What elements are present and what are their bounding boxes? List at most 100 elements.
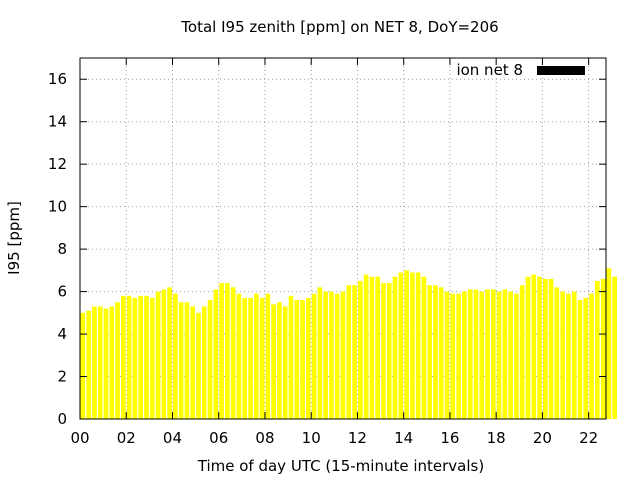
bar	[404, 270, 409, 419]
bar	[178, 302, 184, 419]
bar	[300, 300, 305, 419]
bar	[253, 293, 259, 419]
bar	[433, 285, 438, 419]
bar	[410, 272, 415, 419]
y-tick-label: 10	[48, 198, 67, 216]
bar	[92, 306, 97, 419]
bar	[230, 287, 236, 419]
bar	[612, 276, 617, 419]
bar	[271, 304, 276, 419]
y-tick-labels: 0 2 4 6 8 10 12 14 16	[48, 70, 67, 428]
bar	[595, 280, 600, 419]
bar	[196, 312, 201, 419]
bar	[115, 302, 120, 419]
bar	[144, 295, 149, 419]
bar	[248, 297, 253, 419]
bar	[398, 272, 404, 419]
y-tick-label: 2	[57, 368, 67, 386]
bar	[132, 297, 138, 419]
x-tick-label: 04	[163, 429, 182, 447]
y-tick-label: 12	[48, 155, 67, 173]
bar	[490, 289, 496, 419]
bar	[282, 306, 288, 419]
bar	[265, 293, 271, 419]
bar	[438, 287, 444, 419]
bar	[346, 285, 352, 419]
bar	[566, 293, 571, 419]
bar	[600, 278, 606, 419]
x-tick-label: 02	[117, 429, 136, 447]
bar	[369, 276, 375, 419]
bar	[236, 293, 242, 419]
bar	[508, 291, 513, 419]
bar	[207, 300, 213, 419]
bar	[190, 306, 196, 419]
legend-swatch	[537, 66, 585, 75]
bar	[126, 295, 132, 419]
bar	[363, 274, 369, 419]
bar	[358, 280, 363, 419]
x-tick-label: 10	[302, 429, 321, 447]
bar	[121, 295, 126, 419]
y-tick-label: 16	[48, 70, 67, 88]
y-tick-label: 8	[57, 240, 67, 258]
bar	[201, 306, 207, 419]
bar	[80, 312, 86, 419]
bar	[537, 276, 542, 419]
bar	[542, 278, 548, 419]
bar	[386, 283, 392, 419]
bar	[525, 276, 531, 419]
bar	[496, 291, 502, 419]
x-tick-label: 18	[487, 429, 506, 447]
bar	[294, 300, 300, 419]
bar	[167, 287, 172, 419]
x-tick-label: 16	[440, 429, 459, 447]
bar	[375, 276, 380, 419]
bar	[97, 306, 103, 419]
bar	[444, 291, 450, 419]
bar	[467, 289, 473, 419]
bar	[450, 293, 456, 419]
bar	[583, 297, 589, 419]
bar	[340, 291, 346, 419]
bar	[560, 291, 565, 419]
x-tick-label: 06	[209, 429, 228, 447]
bar	[415, 272, 421, 419]
bar	[577, 300, 583, 419]
bar	[571, 291, 577, 419]
legend: ion net 8	[456, 61, 585, 79]
bar	[242, 297, 248, 419]
x-axis-label: Time of day UTC (15-minute intervals)	[197, 457, 484, 475]
bar	[519, 285, 525, 419]
bar	[138, 295, 144, 419]
y-tick-label: 0	[57, 410, 67, 428]
bar	[149, 297, 155, 419]
bar	[86, 310, 91, 419]
bar	[311, 293, 317, 419]
bar	[456, 293, 461, 419]
bar	[606, 268, 612, 419]
bar	[288, 295, 294, 419]
x-tick-label: 22	[579, 429, 598, 447]
bar	[421, 276, 427, 419]
bar	[392, 276, 398, 419]
bar	[329, 291, 334, 419]
y-tick-label: 14	[48, 113, 67, 131]
y-tick-label: 4	[57, 325, 67, 343]
x-tick-label: 12	[348, 429, 367, 447]
x-tick-labels: 00 02 04 06 08 10 12 14 16 18 20 22	[70, 429, 598, 447]
bar	[334, 293, 340, 419]
bar	[352, 285, 357, 419]
bar	[323, 291, 328, 419]
y-tick-label: 6	[57, 283, 67, 301]
bar	[462, 291, 467, 419]
x-tick-label: 08	[255, 429, 274, 447]
x-tick-label: 20	[533, 429, 552, 447]
bar	[173, 293, 178, 419]
bar	[381, 283, 386, 419]
bar	[479, 291, 485, 419]
plot-frame	[79, 57, 607, 420]
bar	[155, 291, 161, 419]
bar	[161, 289, 167, 419]
bar	[317, 287, 323, 419]
